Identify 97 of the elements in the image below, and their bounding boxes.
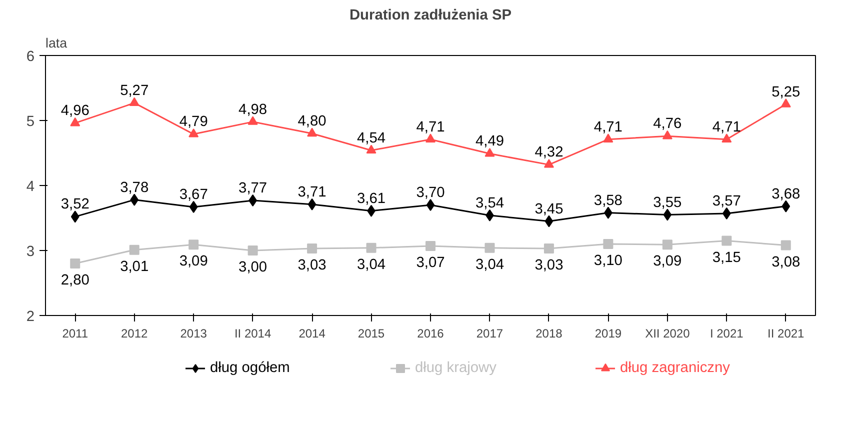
data-label: 3,01 [120, 258, 149, 275]
point [426, 199, 435, 211]
data-label: 4,71 [416, 119, 445, 136]
x-tick-label: 2019 [594, 326, 622, 340]
data-label: 4,76 [653, 116, 682, 132]
x-tick-label: 2016 [417, 326, 444, 340]
data-label: 4,96 [60, 103, 90, 120]
y-tick-label: 2 [26, 309, 35, 325]
data-label: 3,03 [298, 258, 326, 274]
point [70, 117, 80, 126]
data-label: 3,07 [416, 254, 445, 271]
data-label: 3,54 [475, 195, 504, 212]
point [603, 134, 614, 142]
point [130, 194, 139, 206]
x-tick-label: 2011 [62, 326, 88, 340]
y-tick-label: 4 [26, 179, 35, 195]
data-label: 3,08 [772, 254, 800, 270]
point [129, 244, 140, 255]
point [780, 98, 791, 108]
x-tick-label: 2013 [180, 326, 208, 340]
point [544, 244, 554, 254]
legend-label: dług ogółem [210, 360, 290, 376]
data-label: 3,57 [712, 193, 741, 210]
point [722, 134, 732, 142]
data-label: 4,98 [238, 102, 268, 118]
data-label: 3,00 [238, 260, 268, 276]
point [248, 116, 258, 125]
data-label: 4,71 [712, 119, 741, 136]
x-tick-label: 2014 [298, 326, 326, 340]
data-label: 2,80 [60, 272, 90, 288]
point [722, 207, 731, 220]
data-label: 3,04 [475, 256, 504, 273]
point [366, 242, 376, 253]
data-label: 3,10 [594, 253, 622, 269]
chart-title: Duration zadłużenia SP [349, 8, 512, 24]
point [307, 128, 318, 137]
point [544, 215, 554, 228]
data-label: 3,04 [357, 256, 386, 273]
point [662, 130, 672, 140]
data-label: 3,09 [653, 254, 682, 270]
data-label: 4,54 [357, 130, 386, 146]
point [188, 240, 199, 250]
data-label: 3,78 [120, 180, 149, 196]
point [129, 97, 140, 106]
x-tick-label: XII 2020 [645, 326, 690, 340]
x-tick-label: 2018 [536, 326, 563, 340]
data-label: 3,58 [594, 192, 622, 209]
data-label: 5,25 [772, 84, 800, 100]
y-tick-label: 3 [26, 244, 35, 260]
data-label: 3,52 [60, 196, 90, 213]
point [426, 240, 436, 251]
point [308, 198, 316, 210]
point [426, 134, 436, 142]
y-tick-label: 5 [26, 114, 35, 130]
data-label: 3,55 [653, 194, 682, 211]
x-tick-label: II 2014 [234, 326, 272, 340]
data-label: 3,15 [712, 250, 741, 266]
x-tick-label: 2015 [358, 326, 385, 340]
data-label: 4,32 [534, 144, 564, 161]
point [248, 246, 258, 256]
x-tick-label: II 2021 [768, 326, 805, 340]
y-tick-label: 6 [26, 49, 35, 65]
point [366, 144, 376, 154]
data-label: 4,79 [179, 114, 208, 130]
x-tick-label: 2012 [121, 326, 148, 340]
point [544, 159, 554, 168]
point [307, 244, 318, 254]
data-label: 4,80 [298, 114, 326, 130]
legend-label: dług krajowy [415, 360, 496, 376]
data-label: 5,27 [120, 82, 149, 99]
point [70, 210, 80, 223]
point [782, 200, 790, 212]
data-label: 4,49 [475, 134, 504, 150]
legend-label: dług zagraniczny [620, 360, 730, 376]
data-label: 3,45 [534, 201, 564, 218]
point [484, 242, 495, 253]
point [662, 240, 672, 250]
data-label: 3,68 [772, 186, 800, 202]
data-label: 4,71 [594, 119, 622, 136]
x-tick-label: 2017 [476, 326, 504, 340]
data-label: 3,61 [357, 190, 386, 207]
data-label: 3,70 [416, 185, 445, 201]
data-label: 3,67 [179, 186, 208, 203]
data-label: 3,71 [298, 184, 326, 200]
point [722, 236, 732, 246]
point [663, 208, 672, 221]
point [484, 148, 495, 157]
point [603, 239, 614, 249]
y-axis-title: lata [46, 36, 68, 50]
point [188, 128, 199, 138]
point [780, 240, 791, 250]
point [70, 258, 80, 268]
data-label: 3,03 [534, 258, 564, 274]
data-label: 3,09 [179, 254, 208, 270]
x-tick-label: I 2021 [710, 326, 744, 340]
point [189, 200, 198, 213]
data-label: 3,77 [238, 180, 268, 196]
